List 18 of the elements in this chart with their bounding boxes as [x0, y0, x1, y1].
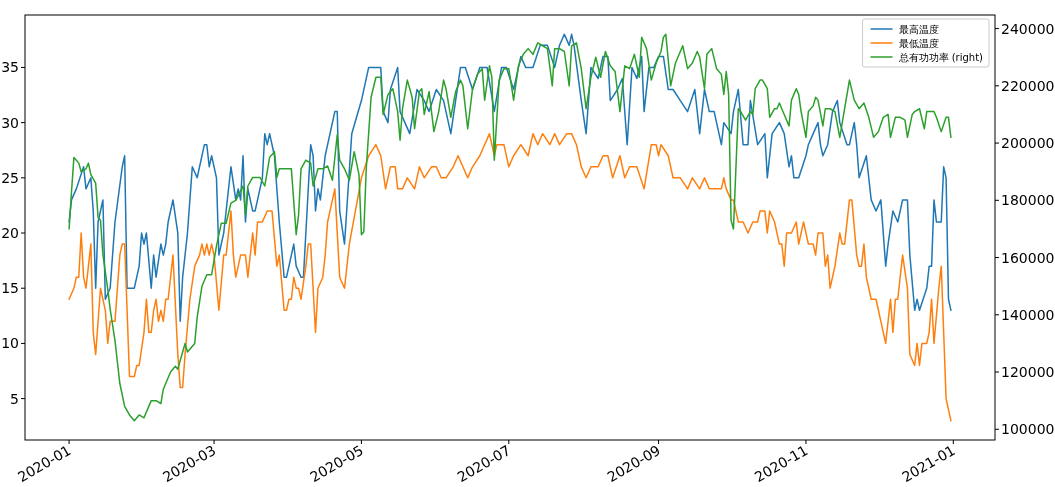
y2-tick-label: 140000 [1001, 306, 1055, 323]
legend-label: 最高温度 [898, 24, 939, 35]
y-tick-label: 35 [1, 59, 19, 76]
y2-tick-label: 220000 [1001, 77, 1055, 94]
legend-label: 总有功功率 (right) [897, 52, 984, 63]
y-tick-label: 20 [1, 225, 19, 242]
y-tick-label: 30 [1, 114, 19, 131]
y-tick-label: 15 [1, 280, 19, 297]
y2-tick-label: 120000 [1001, 364, 1055, 381]
y2-tick-label: 240000 [1001, 20, 1055, 37]
y-tick-label: 25 [1, 169, 19, 186]
legend-label: 最低温度 [898, 38, 939, 49]
y2-tick-label: 200000 [1001, 135, 1055, 152]
y2-tick-label: 100000 [1001, 421, 1055, 438]
y2-tick-label: 160000 [1001, 249, 1055, 266]
y-tick-label: 10 [1, 335, 19, 352]
y-tick-label: 5 [10, 390, 19, 407]
y2-tick-label: 180000 [1001, 192, 1055, 209]
